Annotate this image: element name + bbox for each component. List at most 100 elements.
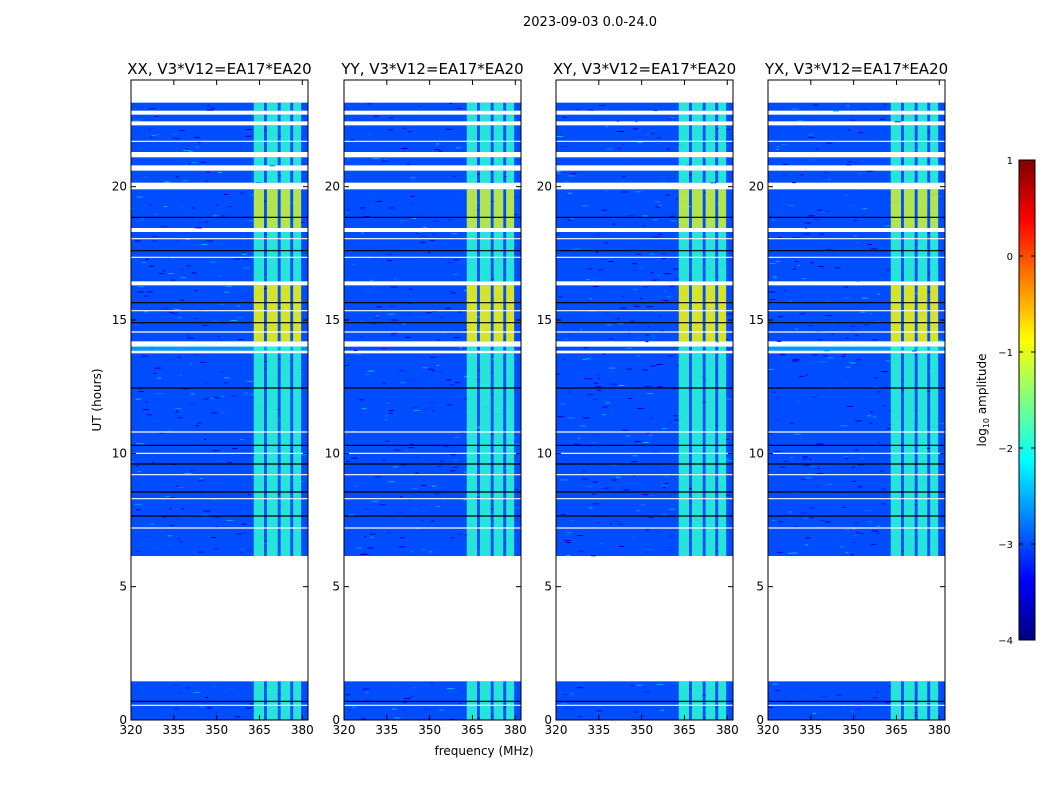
noise-speckle xyxy=(631,455,639,457)
noise-speckle xyxy=(842,506,846,508)
noise-speckle xyxy=(575,247,582,249)
noise-speckle xyxy=(716,341,719,343)
signal-channel xyxy=(705,170,716,183)
noise-speckle xyxy=(636,337,639,339)
noise-speckle xyxy=(191,207,195,209)
noise-speckle xyxy=(657,233,663,235)
noise-speckle xyxy=(807,354,811,356)
noise-speckle xyxy=(592,503,600,505)
noise-speckle xyxy=(348,709,351,711)
noise-speckle xyxy=(726,313,734,315)
signal-channel xyxy=(691,189,703,228)
signal-channel xyxy=(493,285,504,342)
signal-channel xyxy=(678,353,690,556)
noise-speckle xyxy=(446,379,452,381)
noise-speckle xyxy=(411,687,418,689)
noise-speckle xyxy=(503,333,508,335)
colorbar-gradient xyxy=(1018,159,1036,641)
noise-speckle xyxy=(662,299,669,301)
signal-channel xyxy=(493,189,504,228)
noise-speckle xyxy=(411,487,418,489)
noise-speckle xyxy=(206,707,213,709)
noise-speckle xyxy=(173,308,180,310)
noise-speckle xyxy=(816,472,823,474)
noise-speckle xyxy=(657,279,660,281)
noise-speckle xyxy=(846,552,849,554)
noise-speckle xyxy=(593,382,599,384)
noise-speckle xyxy=(854,220,859,222)
noise-speckle xyxy=(205,180,209,182)
y-tick-label: 20 xyxy=(112,180,127,194)
noise-speckle xyxy=(180,206,184,208)
noise-speckle xyxy=(646,133,651,135)
noise-speckle xyxy=(876,532,880,534)
noise-speckle xyxy=(898,378,904,380)
noise-speckle xyxy=(394,449,401,451)
noise-speckle xyxy=(456,243,464,245)
noise-speckle xyxy=(217,335,220,337)
noise-speckle xyxy=(872,386,879,388)
noise-speckle xyxy=(649,434,653,436)
noise-speckle xyxy=(636,684,644,686)
panel-title: XY, V3*V12=EA17*EA20 xyxy=(553,60,736,78)
panel-2: YY, V3*V12=EA17*EA20 320 335 350 365 380 0 5 10 1… xyxy=(325,60,527,737)
signal-channel xyxy=(466,285,478,342)
noise-speckle xyxy=(607,261,614,263)
noise-speckle xyxy=(816,526,824,528)
noise-speckle xyxy=(379,504,387,506)
noise-speckle xyxy=(427,717,431,719)
noise-speckle xyxy=(576,687,584,689)
noise-speckle xyxy=(634,440,641,442)
noise-speckle xyxy=(633,288,638,290)
data-segment xyxy=(556,353,733,556)
noise-speckle xyxy=(625,201,632,203)
signal-channel xyxy=(930,353,939,556)
noise-speckle xyxy=(249,220,253,222)
noise-speckle xyxy=(777,146,780,148)
noise-speckle xyxy=(212,450,220,452)
noise-speckle xyxy=(578,437,581,439)
noise-speckle xyxy=(389,305,395,307)
noise-speckle xyxy=(420,520,424,522)
noise-speckle xyxy=(415,245,418,247)
noise-speckle xyxy=(776,397,781,399)
noise-speckle xyxy=(459,691,465,693)
noise-speckle xyxy=(778,521,784,523)
signal-channel xyxy=(691,285,703,342)
noise-speckle xyxy=(713,425,721,427)
data-segment xyxy=(344,681,521,720)
signal-channel xyxy=(266,170,278,183)
colorbar-tick-label: −1 xyxy=(998,348,1013,359)
noise-speckle xyxy=(850,325,856,327)
noise-speckle xyxy=(595,295,599,297)
noise-speckle xyxy=(451,233,458,235)
noise-speckle xyxy=(136,461,143,463)
data-segment xyxy=(556,157,733,166)
noise-speckle xyxy=(562,116,568,118)
noise-speckle xyxy=(463,369,467,371)
x-tick-label: 380 xyxy=(716,723,739,737)
noise-speckle xyxy=(372,158,380,160)
noise-speckle xyxy=(398,546,406,548)
noise-speckle xyxy=(566,391,572,393)
signal-channel xyxy=(705,125,716,152)
noise-speckle xyxy=(606,324,612,326)
signal-channel xyxy=(280,114,291,122)
x-tick-label: 320 xyxy=(120,723,143,737)
noise-speckle xyxy=(851,542,856,544)
noise-speckle xyxy=(704,191,707,193)
noise-speckle xyxy=(689,688,693,690)
noise-speckle xyxy=(565,555,571,557)
noise-speckle xyxy=(632,128,639,130)
noise-speckle xyxy=(592,481,598,483)
noise-speckle xyxy=(458,311,462,313)
noise-speckle xyxy=(440,460,444,462)
noise-speckle xyxy=(162,270,166,272)
signal-channel xyxy=(493,232,504,282)
noise-speckle xyxy=(724,438,730,440)
noise-speckle xyxy=(147,503,152,505)
noise-speckle xyxy=(166,449,169,451)
noise-speckle xyxy=(137,471,141,473)
noise-speckle xyxy=(643,441,649,443)
noise-speckle xyxy=(583,339,589,341)
